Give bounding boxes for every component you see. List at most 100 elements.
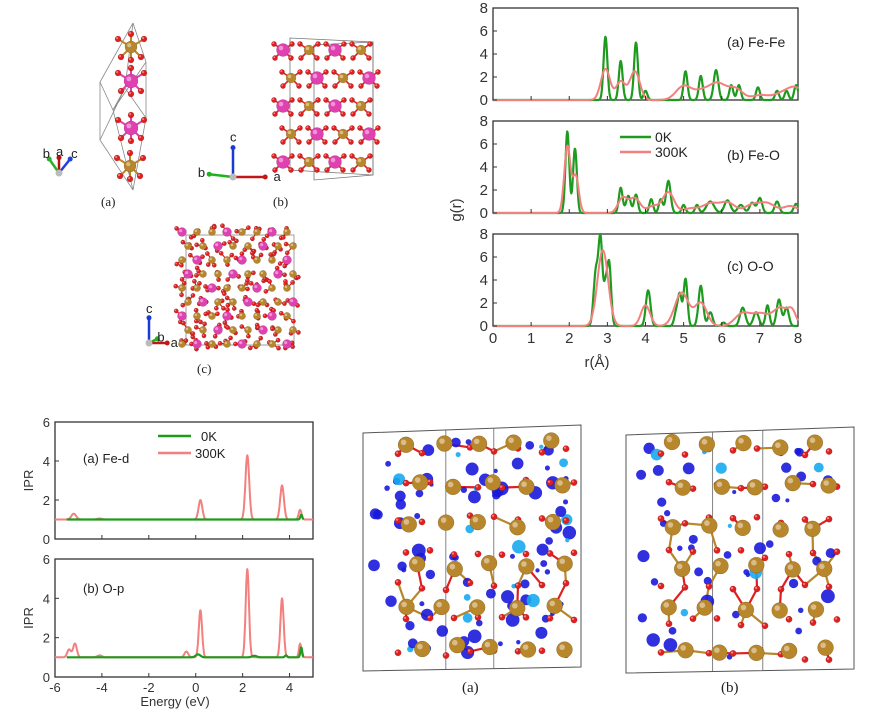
plot-frame [54, 558, 314, 678]
isosurface-blob [465, 439, 472, 445]
atom-highlight [298, 70, 301, 73]
atom-highlight [339, 74, 344, 79]
oxygen-atom [562, 579, 570, 587]
atom-highlight [228, 240, 230, 243]
pink-atom [258, 325, 268, 335]
atom-highlight [272, 308, 274, 311]
iron-atom [178, 340, 186, 348]
atom-highlight [179, 229, 183, 233]
atom-highlight [205, 252, 208, 254]
isosurface-blob [460, 486, 468, 494]
y-tick-label: 8 [480, 0, 488, 17]
y-tick-label: 2 [480, 182, 488, 199]
oxygen-atom [349, 41, 355, 47]
iron-atom [289, 326, 297, 334]
oxygen-atom [271, 41, 277, 47]
atom-highlight [284, 285, 288, 289]
oxygen-atom [490, 447, 498, 455]
oxygen-atom [203, 311, 209, 317]
oxygen-atom [204, 251, 210, 256]
atom-highlight [323, 84, 326, 87]
oxygen-atom [522, 550, 530, 558]
atom-highlight [375, 84, 378, 87]
charge-density-a [362, 424, 582, 672]
atom-highlight [283, 273, 285, 275]
atom-highlight [269, 257, 273, 261]
atom-highlight [263, 277, 266, 279]
atom-highlight [224, 257, 228, 261]
pink-atom [310, 127, 324, 141]
pink-atom [276, 43, 290, 57]
oxygen-atom [341, 97, 347, 103]
atom-highlight [239, 341, 243, 345]
atom-highlight [222, 292, 225, 294]
atom-highlight [278, 101, 284, 107]
atom-highlight [400, 439, 407, 446]
atom-highlight [245, 282, 247, 284]
oxygen-atom [296, 83, 302, 89]
atom-highlight [269, 229, 273, 233]
atom-highlight [250, 251, 253, 254]
isosurface-blob [465, 462, 479, 476]
oxygen-atom [127, 64, 135, 72]
atom-highlight [139, 136, 142, 139]
atom-highlight [201, 255, 203, 257]
pink-atom [213, 325, 223, 335]
iron-atom [543, 432, 560, 449]
atom-highlight [254, 341, 258, 345]
oxygen-atom [220, 305, 226, 311]
atom-highlight [523, 615, 527, 618]
atom-highlight [280, 70, 283, 73]
isosurface-blob [520, 579, 530, 589]
oxygen-atom [248, 280, 254, 286]
oxygen-atom [245, 333, 251, 339]
isosurface-blob [455, 452, 461, 458]
atom-highlight [547, 480, 551, 483]
isosurface-blob [476, 619, 483, 627]
iron-atom [556, 555, 573, 572]
x-tick-label: 1 [527, 330, 535, 347]
atom-highlight [419, 451, 423, 454]
oxygen-atom [570, 479, 578, 486]
oxygen-atom [295, 274, 301, 280]
isosurface-blob [422, 444, 435, 456]
atom-highlight [230, 299, 234, 303]
isosurface-blob [463, 593, 471, 601]
oxygen-atom [546, 550, 554, 557]
atom-highlight [224, 325, 227, 327]
atom-highlight [181, 321, 184, 324]
iron-atom [283, 284, 291, 292]
atom-highlight [194, 285, 198, 289]
atom-highlight [349, 84, 352, 87]
caption-charge-b: (b) [721, 680, 739, 696]
atom-highlight [218, 341, 221, 344]
oxygen-atom [272, 111, 278, 117]
atom-highlight [563, 446, 567, 449]
isosurface-blob [485, 588, 496, 599]
oxygen-atom [538, 515, 546, 522]
y-tick-label: 4 [43, 454, 50, 469]
oxygen-atom [466, 579, 474, 587]
atom-highlight [419, 519, 423, 523]
plot-frame [492, 7, 799, 101]
atom-highlight [539, 450, 543, 453]
oxygen-atom [180, 302, 186, 308]
atom-highlight [207, 310, 209, 313]
atom-highlight [472, 516, 479, 523]
atom-highlight [184, 339, 187, 341]
atom-highlight [284, 341, 288, 345]
x-tick-label: 0 [192, 680, 199, 695]
oxygen-atom [288, 111, 294, 117]
y-tick-label: 2 [480, 69, 488, 86]
isosurface-blob [493, 468, 498, 474]
oxygen-atom [247, 345, 253, 351]
oxygen-atom [418, 449, 426, 457]
atom-highlight [350, 126, 353, 129]
atom-highlight [290, 98, 293, 101]
oxygen-atom [490, 582, 498, 590]
oxygen-atom [426, 546, 434, 554]
legend-label-0K: 0K [655, 129, 673, 145]
atom-highlight [417, 643, 423, 650]
oxygen-atom [221, 291, 227, 297]
isosurface-blob [526, 593, 540, 608]
